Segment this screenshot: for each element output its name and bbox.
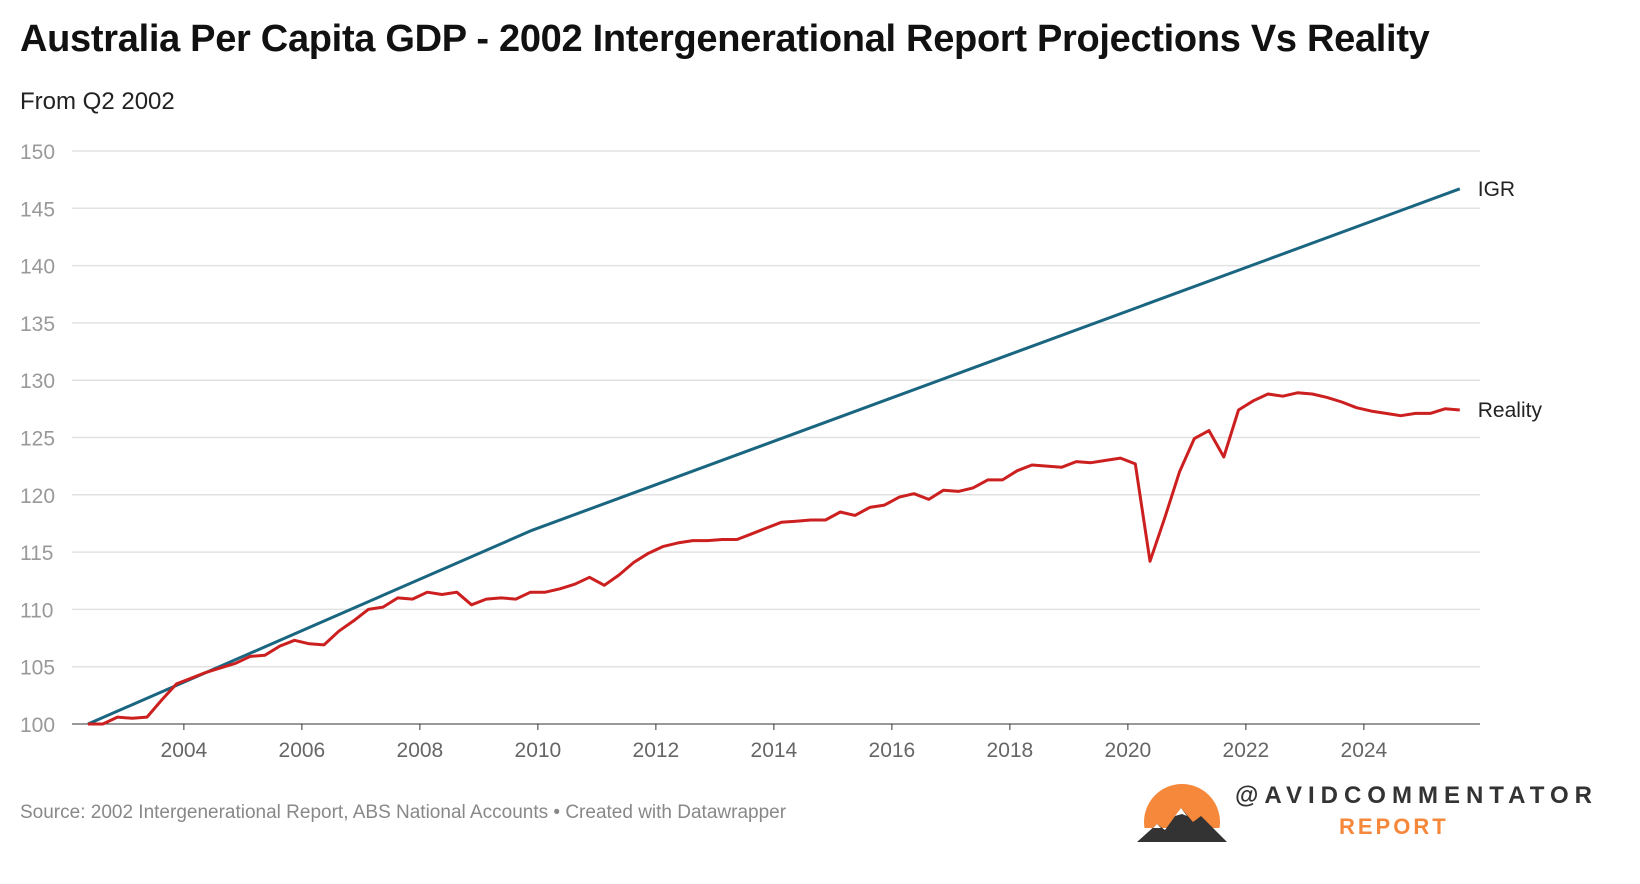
y-tick-label: 135 <box>20 313 55 336</box>
x-tick-label: 2014 <box>751 739 798 762</box>
y-tick-label: 130 <box>20 370 55 393</box>
y-tick-label: 105 <box>20 657 55 680</box>
brand-report: REPORT <box>1339 814 1449 839</box>
y-tick-label: 145 <box>20 198 55 221</box>
y-tick-label: 120 <box>20 485 55 508</box>
y-tick-label: 115 <box>20 542 53 565</box>
y-tick-label: 140 <box>20 256 55 279</box>
y-tick-label: 125 <box>20 428 55 451</box>
brand-logo: @AVIDCOMMENTATOR REPORT <box>1135 780 1592 860</box>
x-tick-label: 2016 <box>869 739 916 762</box>
series-line-reality <box>88 391 1460 726</box>
x-tick-label: 2012 <box>633 739 680 762</box>
x-tick-label: 2024 <box>1341 739 1388 762</box>
x-tick-label: 2008 <box>397 739 444 762</box>
chart-title: Australia Per Capita GDP - 2002 Intergen… <box>20 18 1430 60</box>
mountain-sun-icon <box>1135 784 1235 860</box>
series-label-igr: IGR <box>1478 178 1515 201</box>
x-tick-label: 2010 <box>515 739 562 762</box>
source-note: Source: 2002 Intergenerational Report, A… <box>20 802 787 823</box>
x-tick-label: 2004 <box>161 739 208 762</box>
y-tick-label: 110 <box>20 599 53 622</box>
brand-handle: @AVIDCOMMENTATOR <box>1235 782 1598 809</box>
series-label-reality: Reality <box>1478 399 1543 422</box>
x-tick-label: 2020 <box>1105 739 1152 762</box>
x-tick-label: 2022 <box>1223 739 1270 762</box>
y-tick-label: 100 <box>20 714 55 737</box>
chart-subtitle: From Q2 2002 <box>20 88 175 115</box>
x-tick-label: 2006 <box>279 739 326 762</box>
series-line-igr <box>87 187 1461 726</box>
x-tick-label: 2018 <box>987 739 1034 762</box>
y-tick-label: 150 <box>20 141 55 164</box>
